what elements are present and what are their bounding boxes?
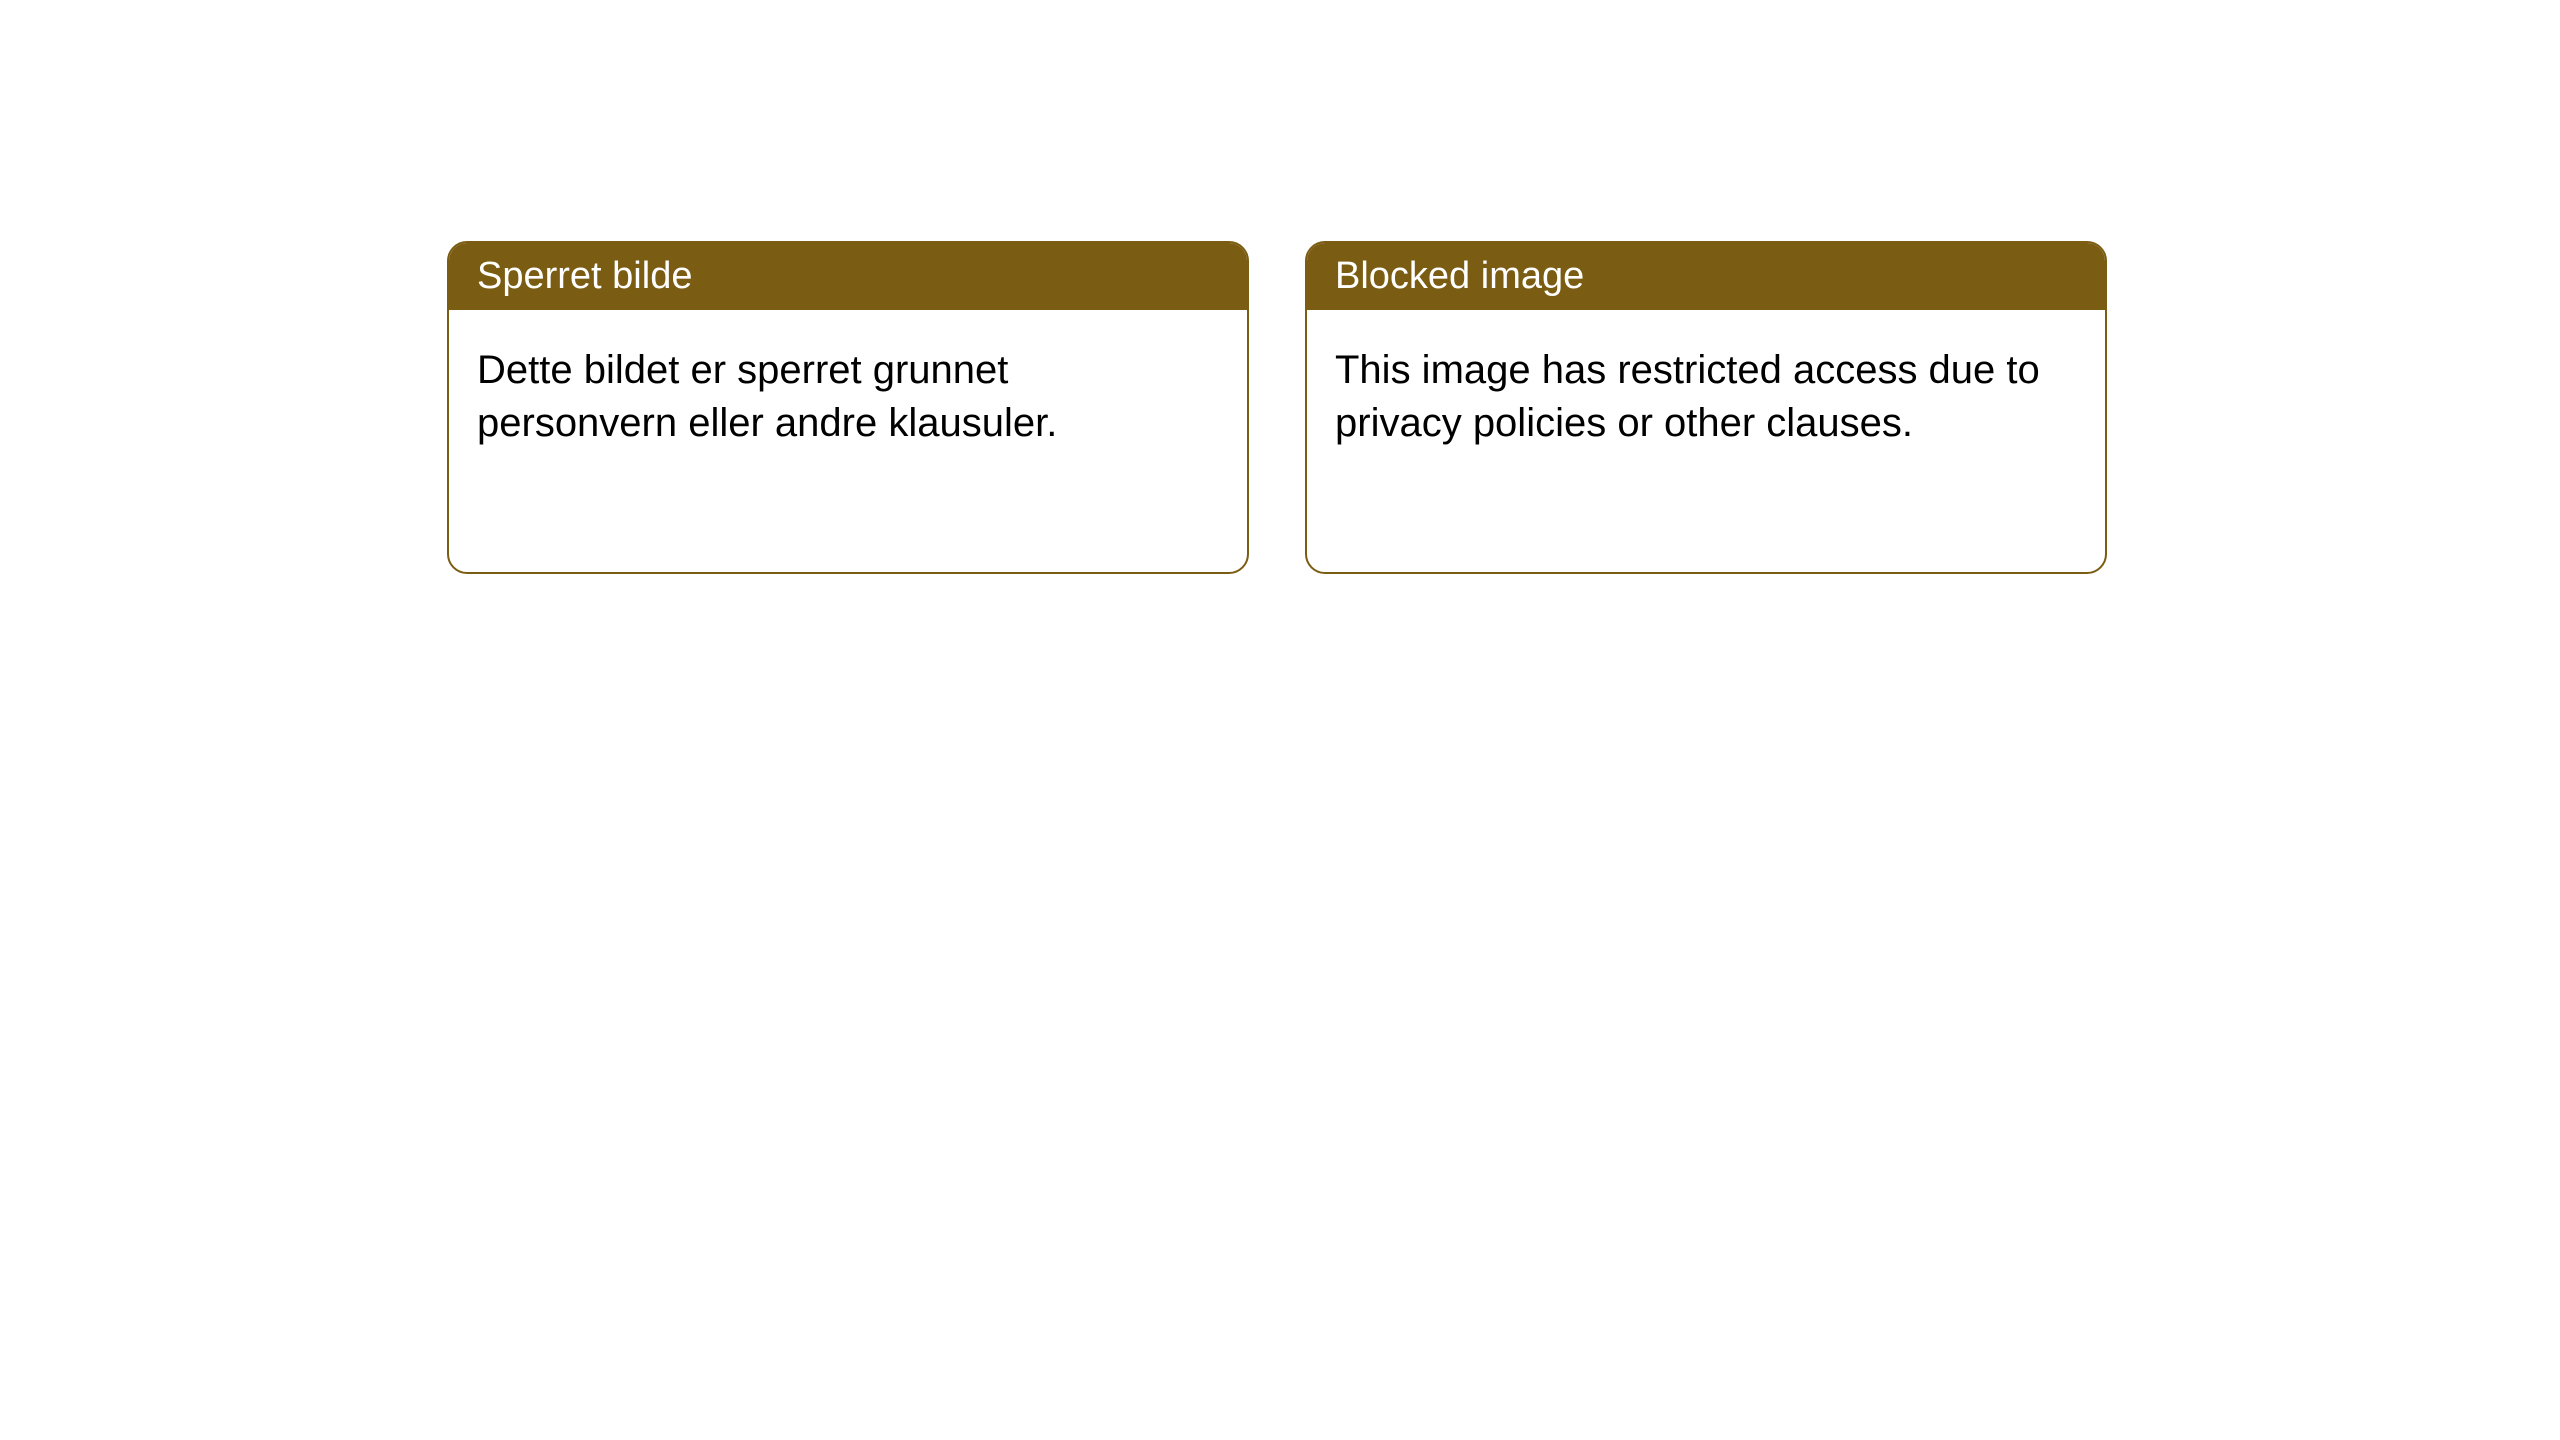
notice-card-norwegian: Sperret bilde Dette bildet er sperret gr… [447,241,1249,574]
notice-card-title: Sperret bilde [449,243,1247,310]
notice-card-english: Blocked image This image has restricted … [1305,241,2107,574]
notice-card-title: Blocked image [1307,243,2105,310]
notice-card-body: Dette bildet er sperret grunnet personve… [449,310,1247,484]
notice-cards-container: Sperret bilde Dette bildet er sperret gr… [447,241,2107,574]
notice-card-body: This image has restricted access due to … [1307,310,2105,484]
